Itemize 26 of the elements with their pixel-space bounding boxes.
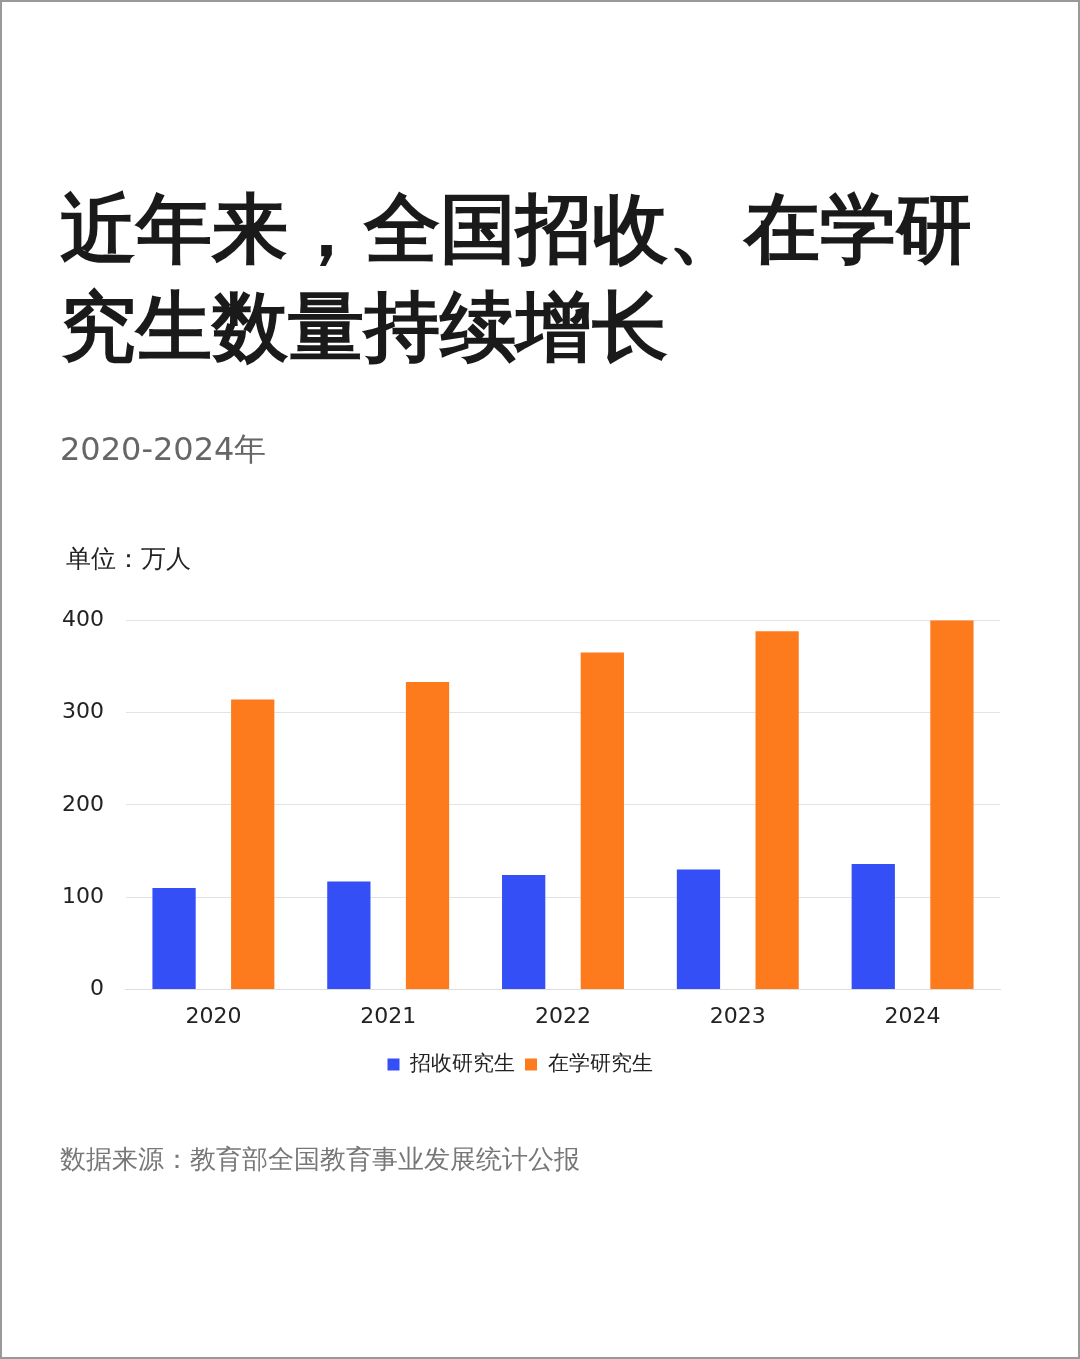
y-axis-title: 单位：万人	[66, 543, 191, 575]
x-tick-label: 2022	[535, 1002, 591, 1028]
bar	[676, 869, 721, 990]
bar	[405, 682, 450, 990]
y-tick-label: 400	[61, 605, 104, 631]
source-note: 数据来源：教育部全国教育事业发展统计公报	[60, 1143, 580, 1176]
x-tick-label: 2021	[360, 1002, 417, 1028]
bar	[851, 864, 895, 990]
y-tick-label: 300	[61, 698, 104, 724]
chart-title: 近年来，全国招收、在学研究生数量持续增长	[60, 183, 973, 373]
bar	[231, 699, 275, 990]
y-tick-label: 200	[61, 790, 104, 816]
legend-label: 在学研究生	[547, 1050, 653, 1075]
bar	[327, 881, 371, 990]
bar	[580, 652, 624, 990]
bar	[755, 631, 799, 990]
x-tick-label: 2020	[185, 1002, 242, 1028]
bar	[502, 875, 546, 990]
y-tick-label: 100	[61, 882, 104, 908]
chart-subtitle: 2020-2024年	[60, 429, 267, 470]
x-tick-label: 2024	[884, 1002, 941, 1028]
legend-label: 招收研究生	[409, 1050, 515, 1075]
bar	[152, 888, 196, 990]
x-tick-label: 2023	[709, 1002, 766, 1028]
bar	[930, 620, 974, 990]
y-tick-label: 0	[89, 975, 104, 1001]
